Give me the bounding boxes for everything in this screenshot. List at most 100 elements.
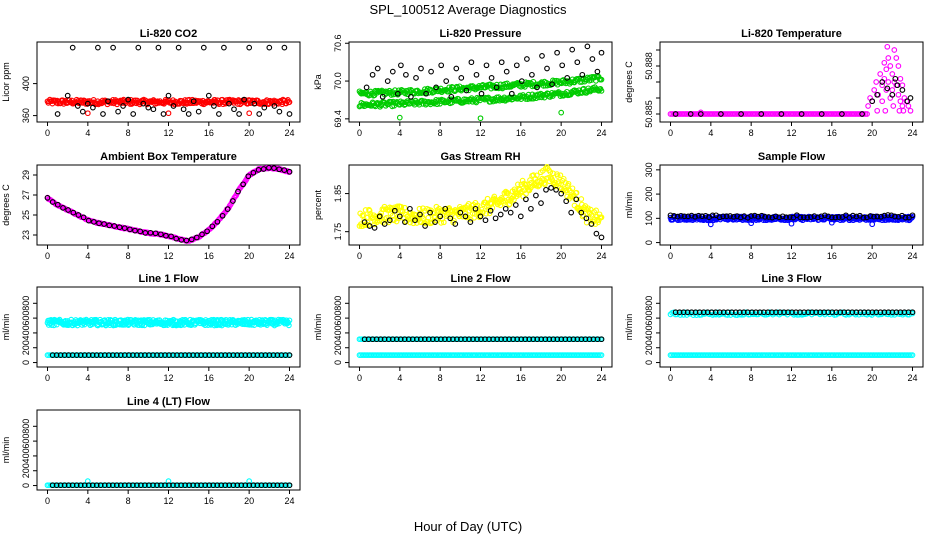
x-tick-label: 16 [827,373,837,383]
data-point [497,211,504,218]
data-point [183,237,190,244]
data-point [518,336,525,343]
data-point [453,65,460,72]
data-point [832,214,839,221]
data-point [286,168,293,175]
data-point [490,336,496,343]
data-point [438,62,445,69]
data-point [178,352,184,358]
data-point [152,230,159,237]
data-point [65,352,72,358]
y-tick-label: 600 [21,434,31,449]
y-tick-label: 100 [644,211,654,226]
panel-title: Line 2 Flow [451,273,511,285]
x-tick-label: 8 [126,373,131,383]
data-point [101,482,108,489]
data-point [371,225,378,231]
y-tick-label: 800 [21,419,31,434]
data-point [544,65,550,72]
data-point [170,103,177,109]
data-point [518,78,525,84]
data-point [584,43,591,50]
data-point [205,92,212,99]
data-point [81,482,88,489]
data-point [507,83,513,89]
data-point [366,223,373,229]
x-tick-label: 12 [163,496,173,506]
data-point [281,44,288,51]
data-point [394,90,401,97]
data-point [884,43,891,50]
data-point [190,482,196,489]
data-point [250,169,257,176]
data-point [598,214,605,221]
series [672,309,916,316]
data-point [478,90,485,97]
data-point [833,309,840,316]
x-tick-label: 4 [85,373,90,383]
data-point [271,165,277,171]
data-point [526,95,533,102]
data-point [821,212,828,219]
data-point [905,309,912,316]
data-point [708,309,715,316]
data-point [894,82,901,89]
data-point [889,87,896,93]
data-point [130,111,137,117]
data-point [113,482,120,489]
data-point [158,482,164,489]
data-point [125,96,132,103]
data-point [494,336,500,343]
data-point [674,213,681,220]
data-point [542,336,549,343]
data-point [906,352,913,358]
data-point [175,44,182,51]
data-point [230,198,236,204]
data-point [363,84,370,91]
data-point [867,213,874,219]
data-point [697,111,704,117]
data-point [266,352,273,358]
data-point [887,63,894,69]
figure-title: SPL_100512 Average Diagnostics [369,2,567,17]
panel-title: Ambient Box Temperature [100,151,237,163]
data-point [77,482,84,489]
data-point [398,62,404,69]
x-tick-label: 12 [163,251,173,261]
y-tick-label: 29 [21,170,31,180]
data-point [456,213,463,220]
data-point [483,62,490,69]
data-point [286,352,293,358]
data-point [716,214,723,221]
panel: Ambient Box Temperature degrees C 0 4 8 12 16 2… [1,151,301,261]
data-point [80,214,87,221]
data-point [800,214,807,221]
data-point [442,336,448,343]
data-point [75,212,82,218]
data-point [429,336,436,343]
data-point [488,75,495,81]
y-tick-label: 0 [644,360,654,365]
y-tick-label: 50.888 [644,52,654,80]
data-point [258,352,265,358]
data-point [281,167,288,173]
data-point [121,225,128,231]
data-point [869,221,876,228]
data-point [692,213,698,220]
data-point [895,213,902,220]
data-point [157,231,164,238]
data-point [135,44,142,51]
data-point [883,66,890,73]
data-point [881,59,888,66]
data-point [218,482,225,489]
data-point [512,202,519,208]
data-point [470,336,476,343]
data-point [193,234,200,241]
data-point [526,336,533,343]
data-point [676,309,683,316]
series [697,43,914,116]
data-point [214,218,221,225]
data-point [377,336,384,343]
data-point [61,352,68,358]
